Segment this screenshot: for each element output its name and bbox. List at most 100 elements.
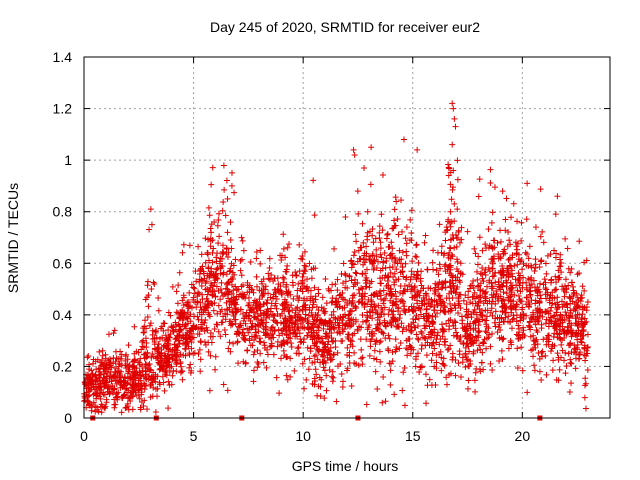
data-point — [480, 366, 487, 373]
data-point — [319, 294, 326, 301]
data-point — [511, 262, 518, 269]
data-point — [140, 329, 147, 336]
data-point — [554, 350, 561, 357]
data-point — [213, 283, 220, 290]
data-point — [474, 261, 481, 268]
data-point — [433, 267, 440, 274]
data-point — [377, 338, 384, 345]
data-point — [270, 351, 277, 358]
data-point — [384, 346, 391, 353]
data-point — [457, 260, 464, 267]
data-point — [339, 378, 346, 385]
data-point — [389, 245, 396, 252]
data-point — [202, 259, 209, 266]
data-point — [477, 270, 484, 277]
data-point — [532, 224, 539, 231]
data-point — [408, 328, 415, 335]
data-point — [299, 307, 306, 314]
data-point — [371, 347, 378, 354]
data-point — [308, 275, 315, 282]
data-point — [346, 317, 353, 324]
data-point — [472, 369, 479, 376]
data-point — [458, 236, 465, 243]
data-point — [399, 387, 406, 394]
data-point — [200, 268, 207, 275]
data-point — [197, 368, 204, 375]
data-point — [125, 342, 132, 349]
data-point — [252, 329, 259, 336]
data-point — [454, 256, 461, 263]
data-point — [110, 354, 117, 361]
data-point — [481, 289, 488, 296]
data-point — [487, 309, 494, 316]
data-point — [266, 255, 273, 262]
data-point — [363, 266, 370, 273]
data-point — [250, 289, 257, 296]
data-point — [174, 300, 181, 307]
data-point — [447, 208, 454, 215]
data-point — [376, 223, 383, 230]
data-point — [446, 295, 453, 302]
data-point — [565, 317, 572, 324]
data-point — [414, 335, 421, 342]
data-point — [149, 335, 156, 342]
data-point — [301, 385, 308, 392]
data-point — [447, 223, 454, 230]
data-point — [383, 283, 390, 290]
data-point — [527, 292, 534, 299]
data-point — [356, 290, 363, 297]
data-point — [257, 247, 264, 254]
data-point — [455, 229, 462, 236]
data-point — [137, 404, 144, 411]
data-point — [447, 255, 454, 262]
data-point — [297, 320, 304, 327]
data-point — [220, 381, 227, 388]
data-point — [232, 256, 239, 263]
data-point — [367, 343, 374, 350]
data-point — [159, 334, 166, 341]
data-point — [238, 234, 245, 241]
data-point — [401, 364, 408, 371]
data-point — [143, 354, 150, 361]
data-point — [364, 208, 371, 215]
data-point — [337, 291, 344, 298]
data-point — [387, 381, 394, 388]
data-point — [305, 312, 312, 319]
data-point — [321, 367, 328, 374]
data-point — [440, 361, 447, 368]
data-point — [312, 366, 319, 373]
data-point — [222, 316, 229, 323]
data-point — [238, 272, 245, 279]
data-point — [574, 311, 581, 318]
data-point — [314, 323, 321, 330]
data-point — [457, 374, 464, 381]
data-point — [308, 309, 315, 316]
data-point — [111, 404, 118, 411]
data-point — [210, 307, 217, 314]
data-point — [231, 189, 238, 196]
data-point — [282, 315, 289, 322]
data-point — [431, 345, 438, 352]
data-point — [354, 188, 361, 195]
data-point — [223, 177, 230, 184]
data-point — [187, 361, 194, 368]
data-point — [220, 199, 227, 206]
data-point — [440, 327, 447, 334]
data-point — [526, 243, 533, 250]
data-point — [351, 151, 358, 158]
data-point — [393, 198, 400, 205]
data-point — [309, 359, 316, 366]
data-point — [439, 321, 446, 328]
data-point — [278, 256, 285, 263]
data-point — [367, 296, 374, 303]
data-point — [424, 266, 431, 273]
data-point — [377, 239, 384, 246]
data-point — [398, 320, 405, 327]
data-point — [141, 386, 148, 393]
data-point — [93, 404, 100, 411]
data-point — [394, 215, 401, 222]
data-point — [386, 306, 393, 313]
data-point — [494, 329, 501, 336]
data-point — [373, 246, 380, 253]
data-point — [224, 387, 231, 394]
